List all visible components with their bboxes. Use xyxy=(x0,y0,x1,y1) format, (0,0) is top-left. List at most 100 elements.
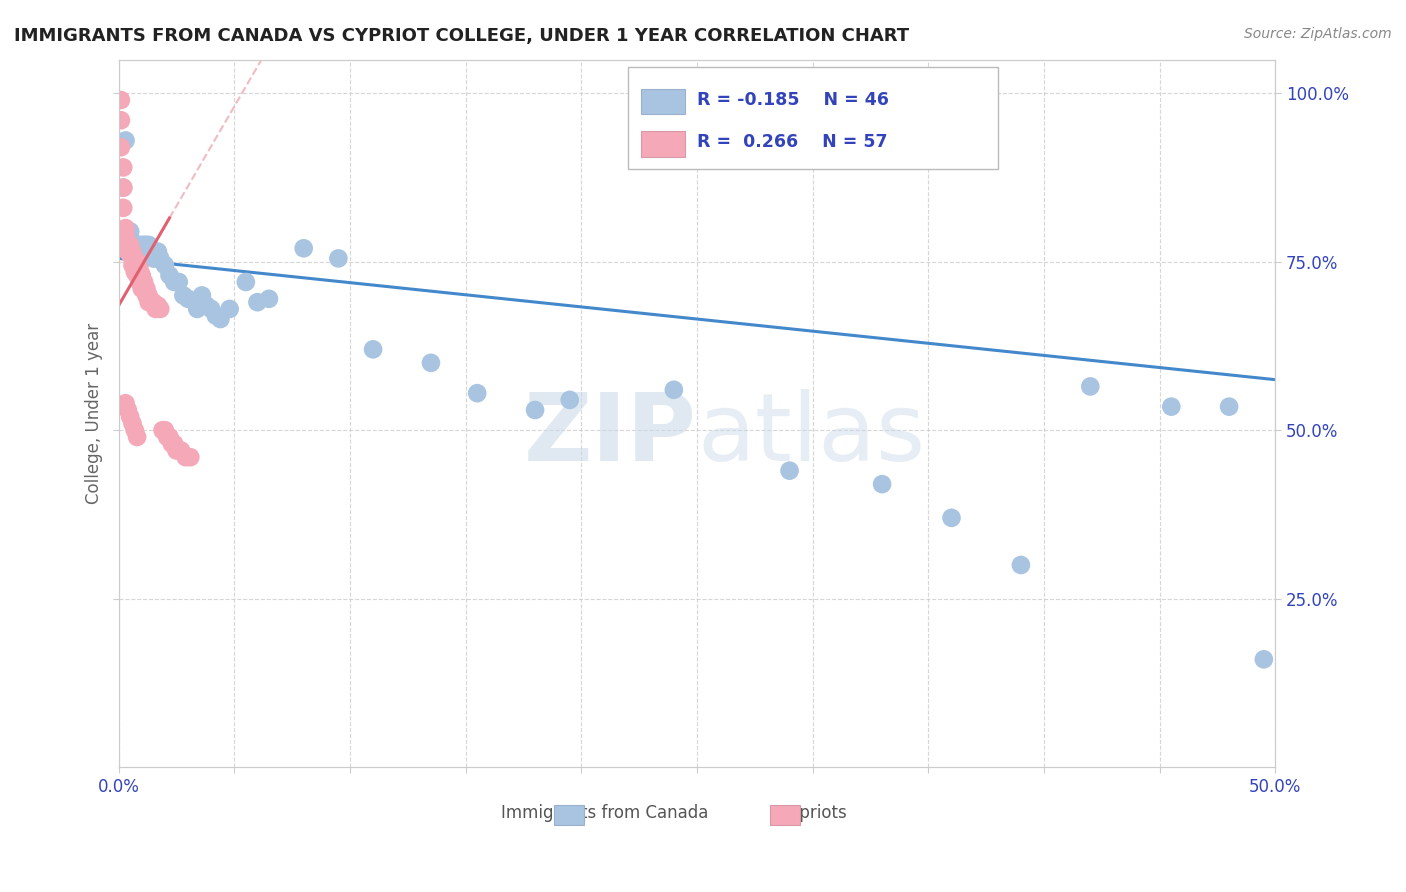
Point xyxy=(159,268,181,283)
Point xyxy=(142,252,165,266)
Point xyxy=(131,238,153,252)
Point xyxy=(146,244,169,259)
Point xyxy=(246,295,269,310)
Point xyxy=(114,133,136,147)
Point xyxy=(941,511,963,525)
Point xyxy=(160,436,183,450)
Point xyxy=(110,113,132,128)
Point xyxy=(112,201,135,215)
Point xyxy=(177,292,200,306)
Text: atlas: atlas xyxy=(697,389,925,481)
Point xyxy=(121,258,143,272)
Point xyxy=(138,295,160,310)
Point xyxy=(218,301,240,316)
Point xyxy=(128,261,150,276)
Point xyxy=(145,301,167,316)
FancyBboxPatch shape xyxy=(641,88,686,114)
Point xyxy=(1078,379,1101,393)
Point xyxy=(131,268,153,283)
Point xyxy=(149,301,172,316)
Point xyxy=(186,301,208,316)
Point xyxy=(179,450,201,465)
Point xyxy=(153,258,176,272)
Point xyxy=(124,423,146,437)
Point xyxy=(1160,400,1182,414)
Point xyxy=(117,244,139,259)
Point xyxy=(114,221,136,235)
Point xyxy=(165,443,187,458)
Text: R = -0.185    N = 46: R = -0.185 N = 46 xyxy=(697,91,889,109)
Point xyxy=(138,238,160,252)
Point xyxy=(139,295,162,310)
Point xyxy=(662,383,685,397)
Point xyxy=(153,423,176,437)
Text: IMMIGRANTS FROM CANADA VS CYPRIOT COLLEGE, UNDER 1 YEAR CORRELATION CHART: IMMIGRANTS FROM CANADA VS CYPRIOT COLLEG… xyxy=(14,27,910,45)
Point xyxy=(124,252,146,266)
Point xyxy=(135,288,157,302)
Y-axis label: College, Under 1 year: College, Under 1 year xyxy=(86,323,103,504)
Text: ZIP: ZIP xyxy=(524,389,697,481)
Point xyxy=(117,238,139,252)
Point xyxy=(200,301,222,316)
Point xyxy=(870,477,893,491)
Point xyxy=(117,238,139,252)
Point xyxy=(131,275,153,289)
Point xyxy=(112,180,135,194)
Text: Cypriots: Cypriots xyxy=(779,805,846,822)
Text: Immigrants from Canada: Immigrants from Canada xyxy=(501,805,709,822)
Point xyxy=(1010,558,1032,572)
Point xyxy=(127,430,149,444)
Point xyxy=(124,265,146,279)
Point xyxy=(558,392,581,407)
Point xyxy=(1253,652,1275,666)
Point xyxy=(163,436,186,450)
Point xyxy=(132,282,155,296)
Point xyxy=(139,244,162,259)
Point xyxy=(128,268,150,283)
FancyBboxPatch shape xyxy=(554,805,583,825)
Point xyxy=(127,254,149,268)
Point xyxy=(114,227,136,242)
Point xyxy=(121,417,143,431)
Point xyxy=(328,252,350,266)
Point xyxy=(135,238,157,252)
Point xyxy=(163,275,186,289)
Point xyxy=(149,252,172,266)
Point xyxy=(1218,400,1240,414)
Point xyxy=(110,140,132,154)
Point xyxy=(292,241,315,255)
Point xyxy=(146,299,169,313)
Point xyxy=(127,268,149,283)
Point xyxy=(114,396,136,410)
Point xyxy=(121,244,143,259)
Point xyxy=(257,292,280,306)
Point xyxy=(135,282,157,296)
Point xyxy=(142,295,165,310)
Point xyxy=(120,238,142,252)
Point xyxy=(112,161,135,175)
Point xyxy=(132,238,155,252)
Point xyxy=(120,224,142,238)
Point xyxy=(465,386,488,401)
Point xyxy=(195,299,218,313)
Point xyxy=(156,430,179,444)
Point xyxy=(120,248,142,262)
FancyBboxPatch shape xyxy=(770,805,800,825)
Point xyxy=(174,450,197,465)
Point xyxy=(120,244,142,259)
Point xyxy=(145,252,167,266)
Point xyxy=(132,275,155,289)
Point xyxy=(159,430,181,444)
Point xyxy=(170,443,193,458)
Point xyxy=(361,343,384,357)
Point xyxy=(779,464,801,478)
Point xyxy=(138,288,160,302)
Point xyxy=(235,275,257,289)
Point xyxy=(124,258,146,272)
FancyBboxPatch shape xyxy=(627,67,998,169)
Point xyxy=(172,288,194,302)
Point xyxy=(110,93,132,107)
Point xyxy=(127,238,149,252)
Point xyxy=(131,282,153,296)
Point xyxy=(152,423,174,437)
